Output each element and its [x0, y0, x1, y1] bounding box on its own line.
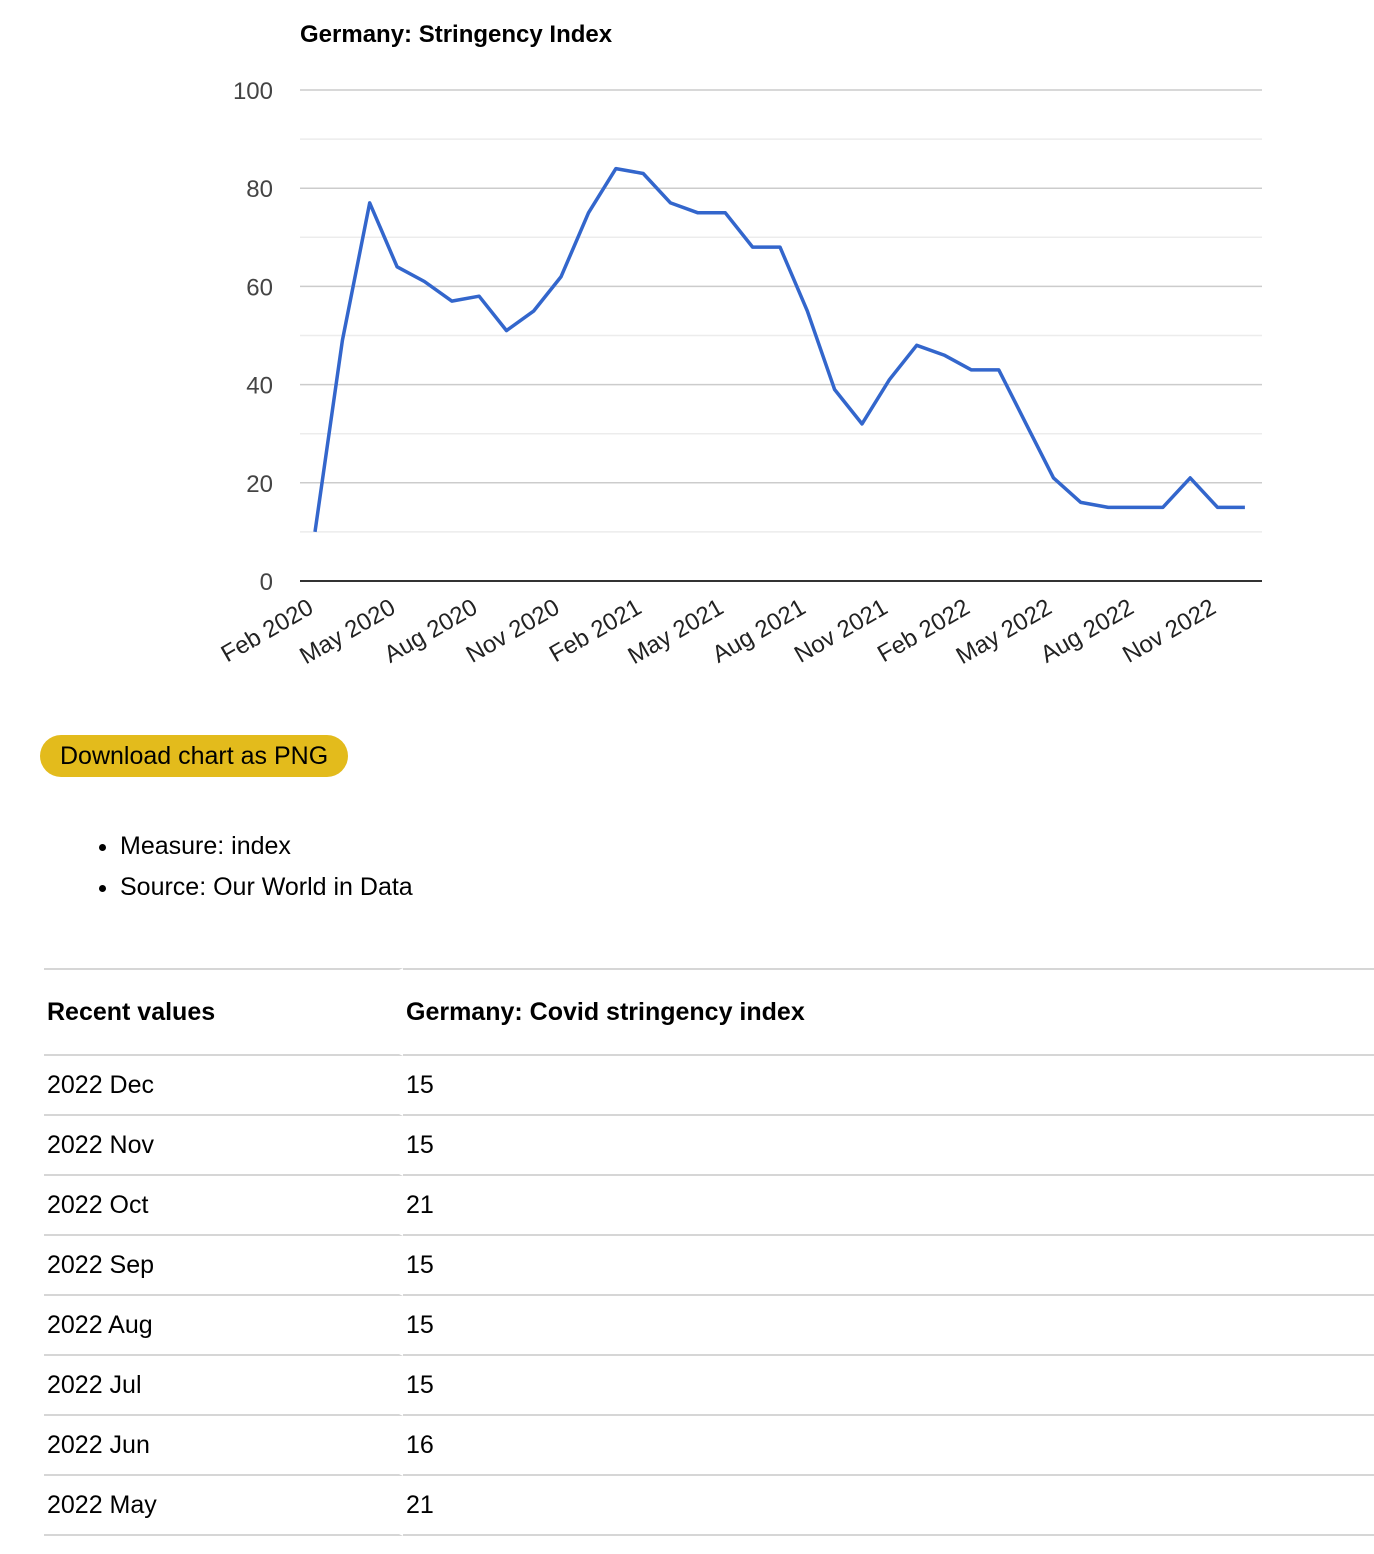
y-tick-label: 0 — [260, 569, 273, 596]
table-row: 2022 Dec 15 — [44, 1056, 1374, 1116]
table-row: 2022 Aug 15 — [44, 1296, 1374, 1356]
chart: Germany: Stringency Index 0 20 40 60 80 100 F… — [0, 0, 1374, 700]
x-tick-label: Aug 2020 — [380, 594, 482, 669]
table-row: 2022 May 21 — [44, 1476, 1374, 1536]
row-value: 15 — [403, 1356, 1374, 1416]
row-value: 15 — [403, 1116, 1374, 1176]
header-index: Germany: Covid stringency index — [403, 968, 1374, 1056]
row-date: 2022 May — [44, 1476, 403, 1536]
row-date: 2022 Sep — [44, 1236, 403, 1296]
header-recent-values: Recent values — [44, 968, 403, 1056]
x-tick-label: Aug 2022 — [1036, 594, 1138, 669]
table-row: 2022 Jun 16 — [44, 1416, 1374, 1476]
table-row: 2022 Oct 21 — [44, 1176, 1374, 1236]
series-line — [313, 166, 1245, 533]
source-item: Source: Our World in Data — [120, 873, 413, 902]
chart-meta-list: Measure: index Source: Our World in Data — [0, 832, 413, 914]
table-row: 2022 Sep 15 — [44, 1236, 1374, 1296]
x-tick-label: Nov 2021 — [790, 594, 892, 669]
row-value: 15 — [403, 1056, 1374, 1116]
row-date: 2022 Dec — [44, 1056, 403, 1116]
y-tick-label: 100 — [233, 78, 273, 105]
x-tick-label: Aug 2021 — [708, 594, 810, 669]
row-value: 21 — [403, 1476, 1374, 1536]
table-header-row: Recent values Germany: Covid stringency … — [44, 968, 1374, 1056]
recent-values-table: Recent values Germany: Covid stringency … — [44, 968, 1374, 1536]
row-date: 2022 Jun — [44, 1416, 403, 1476]
measure-item: Measure: index — [120, 832, 413, 861]
x-tick-label: Nov 2020 — [462, 594, 564, 669]
row-value: 15 — [403, 1236, 1374, 1296]
row-value: 16 — [403, 1416, 1374, 1476]
row-value: 15 — [403, 1296, 1374, 1356]
row-value: 21 — [403, 1176, 1374, 1236]
y-tick-label: 60 — [246, 274, 273, 301]
y-tick-label: 20 — [246, 471, 273, 498]
row-date: 2022 Aug — [44, 1296, 403, 1356]
table-row: 2022 Jul 15 — [44, 1356, 1374, 1416]
y-tick-label: 40 — [246, 373, 273, 400]
row-date: 2022 Oct — [44, 1176, 403, 1236]
row-date: 2022 Nov — [44, 1116, 403, 1176]
row-date: 2022 Jul — [44, 1356, 403, 1416]
chart-title: Germany: Stringency Index — [300, 21, 613, 48]
x-tick-label: Nov 2022 — [1118, 594, 1220, 669]
table-row: 2022 Nov 15 — [44, 1116, 1374, 1176]
y-tick-label: 80 — [246, 176, 273, 203]
download-png-button[interactable]: Download chart as PNG — [40, 735, 349, 777]
